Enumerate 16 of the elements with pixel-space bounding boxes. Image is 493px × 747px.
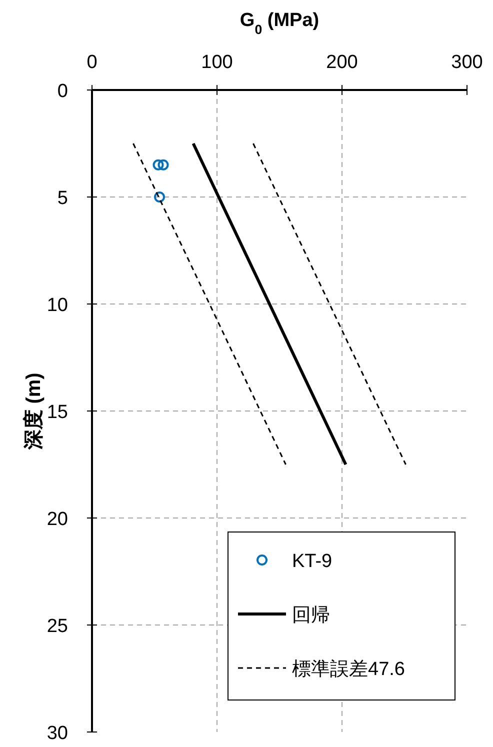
y-tick-label: 15 — [46, 402, 68, 423]
legend-label: 回帰 — [292, 605, 330, 626]
x-tick-label: 300 — [451, 52, 483, 73]
y-tick-label: 5 — [57, 188, 68, 209]
y-axis-title: 深度 (m) — [22, 372, 45, 450]
x-tick-label: 100 — [201, 52, 233, 73]
x-axis-title: G$_{0}$ (MPa) — [240, 10, 320, 36]
y-tick-label: 0 — [57, 81, 68, 102]
y-tick-label: 25 — [46, 616, 68, 637]
y-tick-label: 30 — [46, 723, 68, 744]
legend-label: KT-9 — [292, 551, 332, 572]
x-tick-label: 200 — [326, 52, 358, 73]
x-tick-label: 0 — [86, 52, 98, 73]
y-tick-label: 10 — [46, 295, 68, 316]
y-tick-label: 20 — [46, 509, 68, 530]
legend-label: 標準誤差47.6 — [292, 659, 405, 680]
